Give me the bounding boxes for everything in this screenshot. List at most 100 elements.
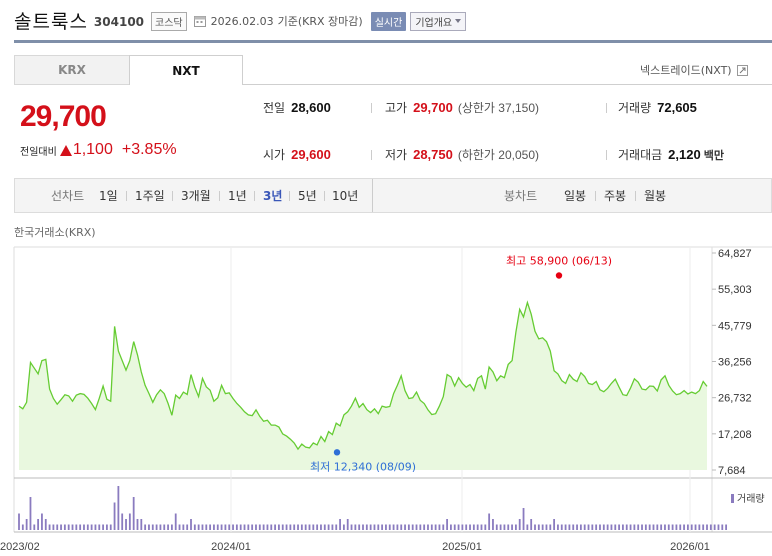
- volume-bar: [668, 525, 670, 531]
- external-link-icon: [737, 65, 748, 76]
- trade-amount-value: 2,120: [668, 147, 701, 162]
- prev-close: 전일 28,600: [263, 99, 331, 116]
- low-price: 저가 28,750 (하한가 20,050): [385, 146, 539, 163]
- volume-bar: [160, 525, 162, 531]
- volume-bar: [198, 525, 200, 531]
- volume-bar: [595, 525, 597, 531]
- volume-bar: [312, 525, 314, 531]
- volume-bar: [526, 525, 528, 531]
- volume-bar: [129, 514, 131, 531]
- volume-bar: [56, 525, 58, 531]
- volume-bar: [481, 525, 483, 531]
- period-3y[interactable]: 3년: [263, 179, 282, 212]
- volume-bar: [324, 525, 326, 531]
- volume-bar: [435, 525, 437, 531]
- y-tick-label: 17,208: [718, 429, 752, 441]
- volume-bar: [362, 525, 364, 531]
- volume-bar: [179, 525, 181, 531]
- volume-bar: [335, 525, 337, 531]
- price-chart[interactable]: 64,827 55,303 45,779 36,256 26,732 17,208 7,68…: [0, 242, 772, 556]
- volume-bar: [121, 514, 123, 531]
- volume-bar: [676, 525, 678, 531]
- volume-bar: [450, 525, 452, 531]
- volume-bar: [125, 519, 127, 530]
- volume-bar: [244, 525, 246, 531]
- volume-bar: [687, 525, 689, 531]
- volume-bar: [175, 514, 177, 531]
- volume-bar: [133, 497, 135, 530]
- volume-bar: [546, 525, 548, 531]
- volume-bar: [484, 525, 486, 531]
- volume-bar: [339, 519, 341, 530]
- volume-bar: [26, 519, 28, 530]
- volume-bar: [461, 525, 463, 531]
- volume-bar: [385, 525, 387, 531]
- volume-bar: [404, 525, 406, 531]
- current-price: 29,700: [20, 100, 106, 134]
- volume-bar: [194, 525, 196, 531]
- tab-krx[interactable]: KRX: [14, 55, 129, 85]
- volume: 거래량 72,605: [618, 99, 697, 116]
- volume-bar: [332, 525, 334, 531]
- volume-bar: [374, 525, 376, 531]
- volume-bar: [205, 525, 207, 531]
- volume-bar: [167, 525, 169, 531]
- volume-bar: [45, 519, 47, 530]
- separator: [635, 191, 636, 201]
- volume-bar: [251, 525, 253, 531]
- quote-date: 2026.02.03: [211, 15, 274, 28]
- exchange-tabs: KRX NXT: [14, 55, 243, 85]
- volume-bar: [320, 525, 322, 531]
- period-1y[interactable]: 1년: [228, 179, 247, 212]
- volume-bar: [519, 519, 521, 530]
- volume-bar: [37, 519, 39, 530]
- quote-basis: 기준(KRX 장마감): [278, 13, 363, 29]
- volume-bar: [397, 525, 399, 531]
- volume-bar: [87, 525, 89, 531]
- volume-bar: [117, 486, 119, 530]
- y-tick-label: 45,779: [718, 320, 752, 332]
- volume-bar: [672, 525, 674, 531]
- volume-bar: [580, 525, 582, 531]
- high-label: 고가: [385, 99, 407, 116]
- volume-bar: [64, 525, 66, 531]
- y-tick-label: 26,732: [718, 393, 752, 405]
- period-10y[interactable]: 10년: [332, 179, 358, 212]
- change-amount: 1,100: [73, 141, 113, 159]
- volume-bar: [607, 525, 609, 531]
- stock-header: 솔트룩스 304100 코스닥 2026.02.03 기준(KRX 장마감) 실…: [14, 6, 466, 34]
- period-5y[interactable]: 5년: [298, 179, 317, 212]
- stock-code: 304100: [94, 15, 144, 29]
- period-3m[interactable]: 3개월: [181, 179, 211, 212]
- period-1w[interactable]: 1주일: [135, 179, 165, 212]
- period-weekly[interactable]: 주봉: [604, 179, 626, 212]
- company-info-dropdown[interactable]: 기업개요: [410, 12, 466, 31]
- volume-bar: [664, 525, 666, 531]
- volume-bar: [660, 525, 662, 531]
- calendar-icon: [194, 15, 206, 27]
- price-area-fill: [19, 303, 707, 471]
- x-tick-label: 2025/01: [442, 541, 482, 553]
- separator: [126, 191, 127, 201]
- volume-bar: [22, 525, 24, 531]
- volume-bar: [706, 525, 708, 531]
- volume-bar: [557, 525, 559, 531]
- volume-bar: [626, 525, 628, 531]
- period-daily[interactable]: 일봉: [564, 179, 586, 212]
- period-1d[interactable]: 1일: [99, 179, 118, 212]
- volume-bar: [41, 514, 43, 531]
- volume-bar: [240, 525, 242, 531]
- period-monthly[interactable]: 월봉: [644, 179, 666, 212]
- open-value: 29,600: [291, 147, 331, 162]
- x-tick-label: 2026/01: [670, 541, 710, 553]
- volume-bar: [213, 525, 215, 531]
- volume-bar: [236, 525, 238, 531]
- y-tick-label: 55,303: [718, 284, 752, 296]
- realtime-button[interactable]: 실시간: [371, 12, 407, 31]
- nxt-link[interactable]: 넥스트레이드(NXT): [640, 62, 748, 78]
- volume-bar: [569, 525, 571, 531]
- volume-bar: [523, 508, 525, 530]
- tab-nxt[interactable]: NXT: [129, 55, 243, 85]
- volume-bar: [588, 525, 590, 531]
- separator: [172, 191, 173, 201]
